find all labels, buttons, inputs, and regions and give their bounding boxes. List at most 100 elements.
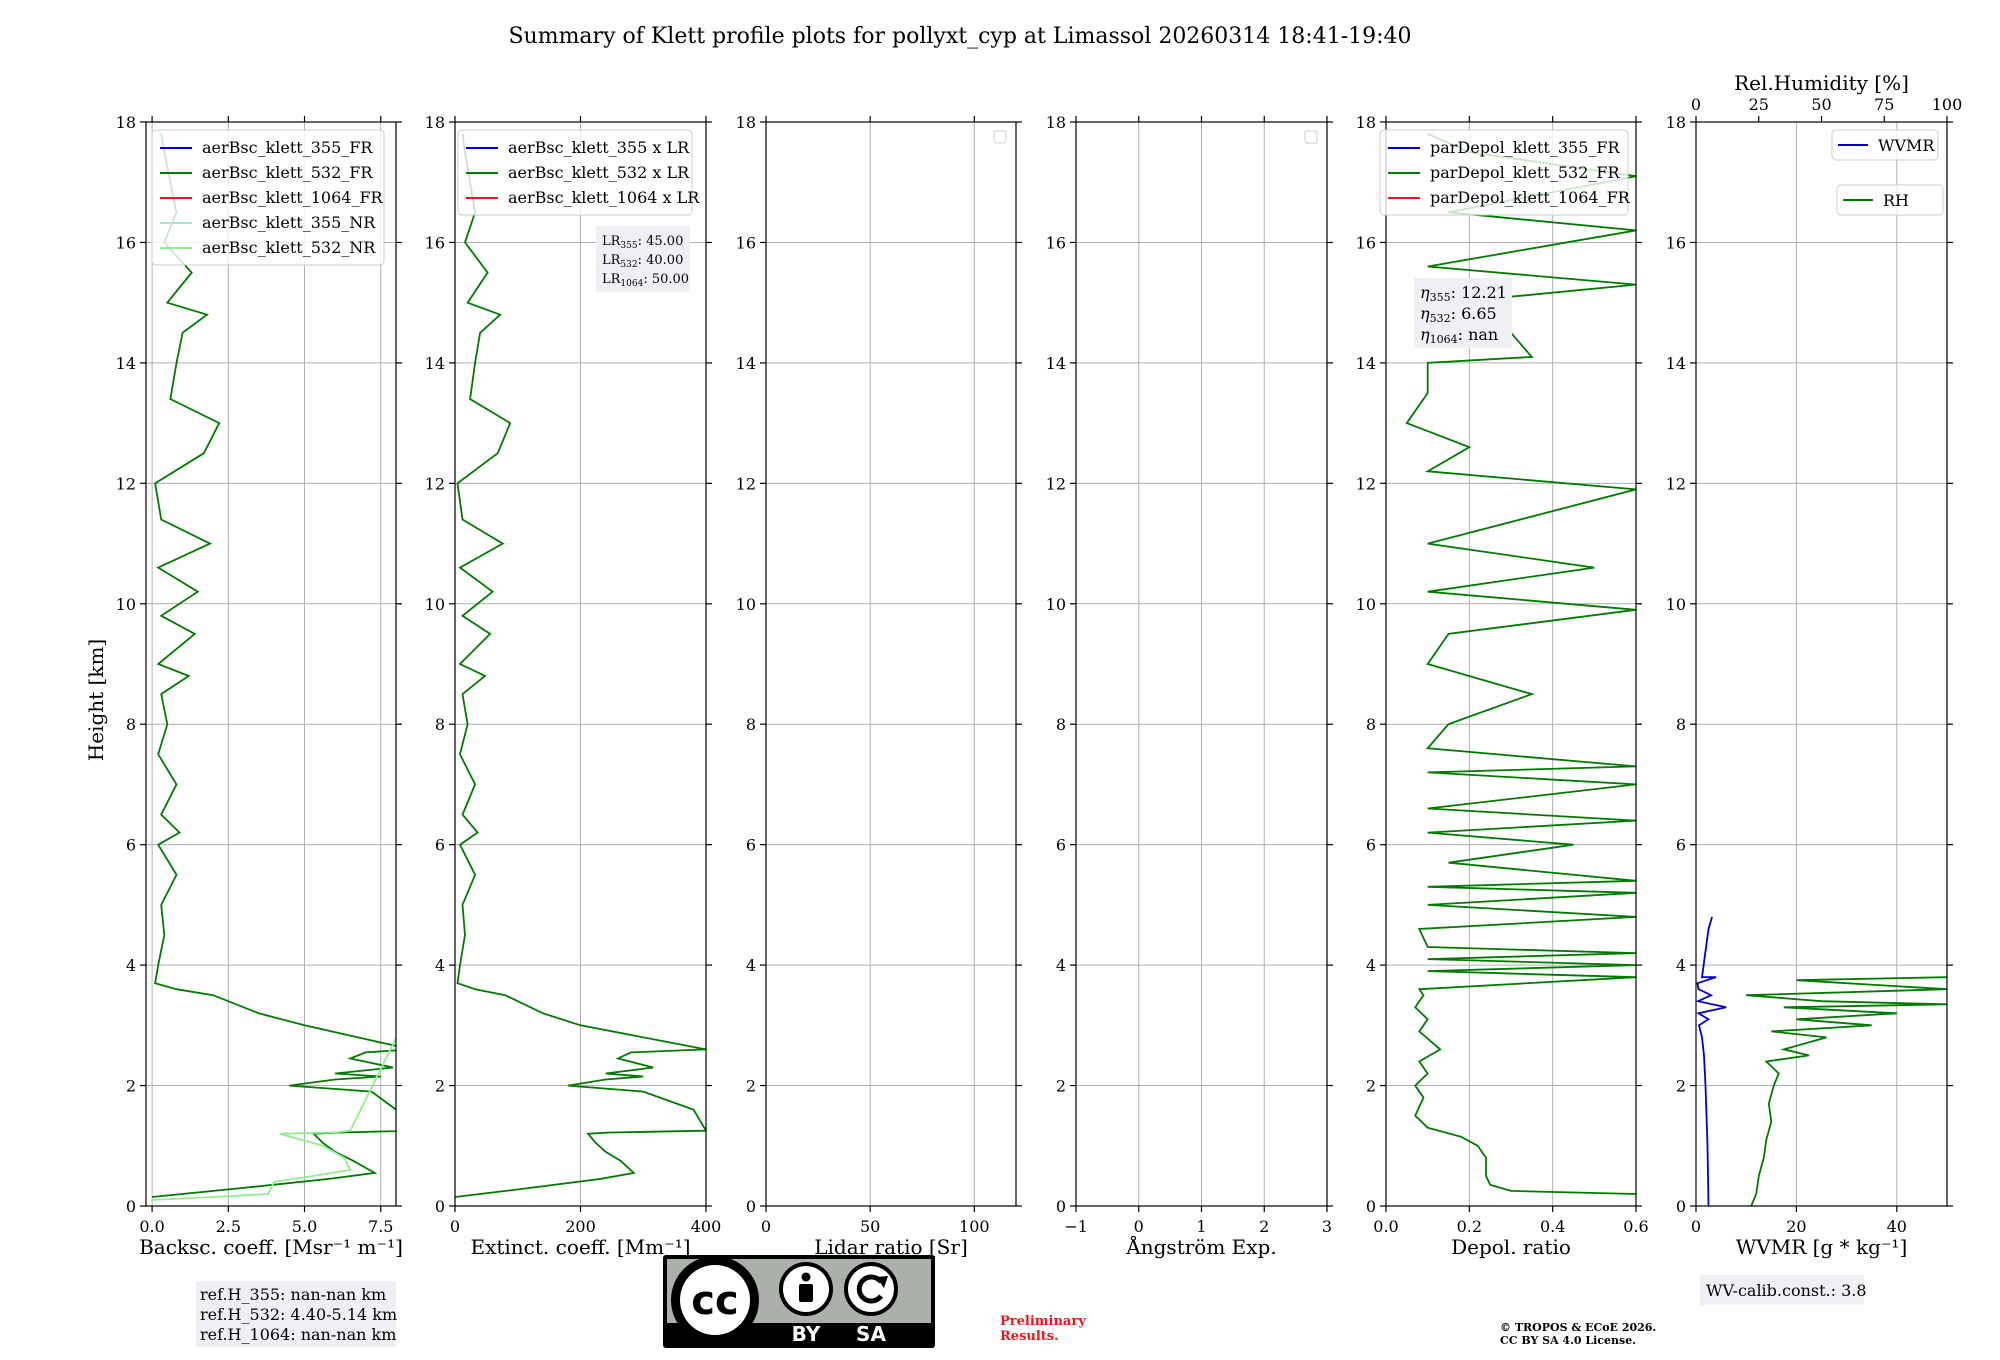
series-aerBsc_klett_532_NR <box>152 1036 396 1201</box>
series-WVMR <box>1696 916 1727 1206</box>
y-tick-label: 18 <box>1046 113 1066 132</box>
y-tick-label: 4 <box>1366 956 1376 975</box>
legend-entry: aerBsc_klett_355_NR <box>202 213 376 232</box>
ref-h-532: ref.H_532: 4.40-5.14 km <box>200 1305 397 1324</box>
y-tick-label: 6 <box>126 836 136 855</box>
sa-share-icon <box>844 1262 898 1316</box>
x-tick-label: 20 <box>1786 1217 1806 1236</box>
legend-entry: aerBsc_klett_355 x LR <box>508 138 690 157</box>
x-tick-label: 0 <box>1134 1217 1144 1236</box>
y-tick-label: 4 <box>1676 956 1686 975</box>
y-tick-label: 12 <box>1666 474 1686 493</box>
x-tick-label: 400 <box>691 1217 722 1236</box>
y-tick-label: 4 <box>126 956 136 975</box>
empty-legend-box <box>993 130 1007 144</box>
x-tick-label: 0 <box>450 1217 460 1236</box>
panel-wv: 0 2 4 6 8 10 12 14 16 18 0 20 40 0 25 50 75 100 Rel.Humidi… <box>1666 71 1963 1259</box>
axes-frame <box>1695 121 1948 1207</box>
y-tick-label: 14 <box>425 354 445 373</box>
x-tick-label: 5.0 <box>292 1217 317 1236</box>
x-tick-label: −1 <box>1064 1217 1088 1236</box>
y-tick-label: 2 <box>746 1077 756 1096</box>
legend-entry: aerBsc_klett_1064 x LR <box>508 188 700 207</box>
y-tick-label: 0 <box>126 1197 136 1216</box>
y-tick-label: 14 <box>1356 354 1376 373</box>
y-tick-label: 8 <box>1056 715 1066 734</box>
legend-entry: aerBsc_klett_532 x LR <box>508 163 690 182</box>
y-tick-label: 14 <box>736 354 756 373</box>
x-axis-label-bsc: Backsc. coeff. [Msr⁻¹ m⁻¹] <box>139 1235 403 1259</box>
y-tick-label: 2 <box>1366 1077 1376 1096</box>
x-tick-label: 100 <box>959 1217 990 1236</box>
x-tick-label: 0.6 <box>1623 1217 1648 1236</box>
ref-heights-box: ref.H_355: nan-nan km ref.H_532: 4.40-5.… <box>196 1281 397 1347</box>
x-tick-label: 0.0 <box>1373 1217 1398 1236</box>
y-tick-label: 2 <box>1676 1077 1686 1096</box>
y-tick-label: 10 <box>1666 595 1686 614</box>
x-axis-label-wv: WVMR [g * kg⁻¹] <box>1736 1235 1908 1259</box>
legend-dep: parDepol_klett_355_FR parDepol_klett_532_… <box>1379 129 1631 216</box>
eta-info-box: η355: 12.21 η532: 6.65 η1064: nan <box>1414 278 1512 348</box>
lr-355: LR355: 45.00 <box>602 234 683 251</box>
x-tick-label: 7.5 <box>368 1217 393 1236</box>
y-tick-label: 18 <box>425 113 445 132</box>
x-tick-label: 2.5 <box>216 1217 241 1236</box>
x2-tick-label: 75 <box>1874 95 1894 114</box>
wv-calib-text: WV-calib.const.: 3.8 <box>1706 1281 1867 1300</box>
legend-bsc: aerBsc_klett_355_FR aerBsc_klett_532_FRae… <box>151 129 385 266</box>
y-tick-label: 6 <box>1676 836 1686 855</box>
y-tick-label: 18 <box>116 113 136 132</box>
y-tick-label: 16 <box>116 233 136 252</box>
y-tick-label: 0 <box>1056 1197 1066 1216</box>
y-tick-label: 18 <box>1666 113 1686 132</box>
y-tick-label: 2 <box>435 1077 445 1096</box>
legend-entry: aerBsc_klett_1064_FR <box>202 188 384 207</box>
y-tick-label: 12 <box>425 474 445 493</box>
y-tick-label: 12 <box>116 474 136 493</box>
y-tick-label: 10 <box>116 595 136 614</box>
x-tick-label: 0.2 <box>1457 1217 1482 1236</box>
y-tick-label: 6 <box>435 836 445 855</box>
x-axis-label-dep: Depol. ratio <box>1451 1235 1571 1259</box>
y-tick-label: 8 <box>126 715 136 734</box>
x-axis-label-ext: Extinct. coeff. [Mm⁻¹] <box>470 1235 690 1259</box>
y-tick-label: 10 <box>1356 595 1376 614</box>
eta-355: η355: 12.21 <box>1420 283 1507 304</box>
y-tick-label: 16 <box>736 233 756 252</box>
figure-title: Summary of Klett profile plots for polly… <box>508 24 1411 49</box>
x-tick-label: 0.4 <box>1540 1217 1565 1236</box>
x2-axis-label: Rel.Humidity [%] <box>1734 71 1909 95</box>
axes-frame <box>1385 121 1637 1207</box>
series-aerBsc_klett_532 x LR <box>455 133 706 1198</box>
by-label: BY <box>792 1322 821 1346</box>
y-tick-label: 14 <box>116 354 136 373</box>
preliminary-line-2: Results. <box>1000 1329 1059 1344</box>
x-tick-label: 0.0 <box>139 1217 164 1236</box>
x2-tick-label: 50 <box>1811 95 1831 114</box>
empty-legend-box <box>1304 130 1318 144</box>
legend-entry: RH <box>1883 191 1909 210</box>
y-tick-label: 10 <box>425 595 445 614</box>
y-tick-label: 8 <box>1676 715 1686 734</box>
y-tick-label: 8 <box>1366 715 1376 734</box>
y-tick-label: 6 <box>746 836 756 855</box>
eta-1064: η1064: nan <box>1420 325 1498 346</box>
y-tick-label: 12 <box>1046 474 1066 493</box>
y-tick-label: 2 <box>126 1077 136 1096</box>
y-tick-label: 18 <box>1356 113 1376 132</box>
preliminary-line-1: Preliminary <box>1000 1314 1086 1329</box>
x-tick-label: 200 <box>565 1217 596 1236</box>
x-tick-label: 50 <box>860 1217 880 1236</box>
y-tick-label: 8 <box>746 715 756 734</box>
y-tick-label: 12 <box>736 474 756 493</box>
x2-tick-label: 25 <box>1749 95 1769 114</box>
y-tick-label: 12 <box>1356 474 1376 493</box>
y-tick-label: 6 <box>1056 836 1066 855</box>
legend-entry: parDepol_klett_532_FR <box>1430 163 1621 182</box>
grid-bsc <box>146 121 396 1207</box>
lr-532: LR532: 40.00 <box>602 253 683 270</box>
y-tick-label: 16 <box>1666 233 1686 252</box>
